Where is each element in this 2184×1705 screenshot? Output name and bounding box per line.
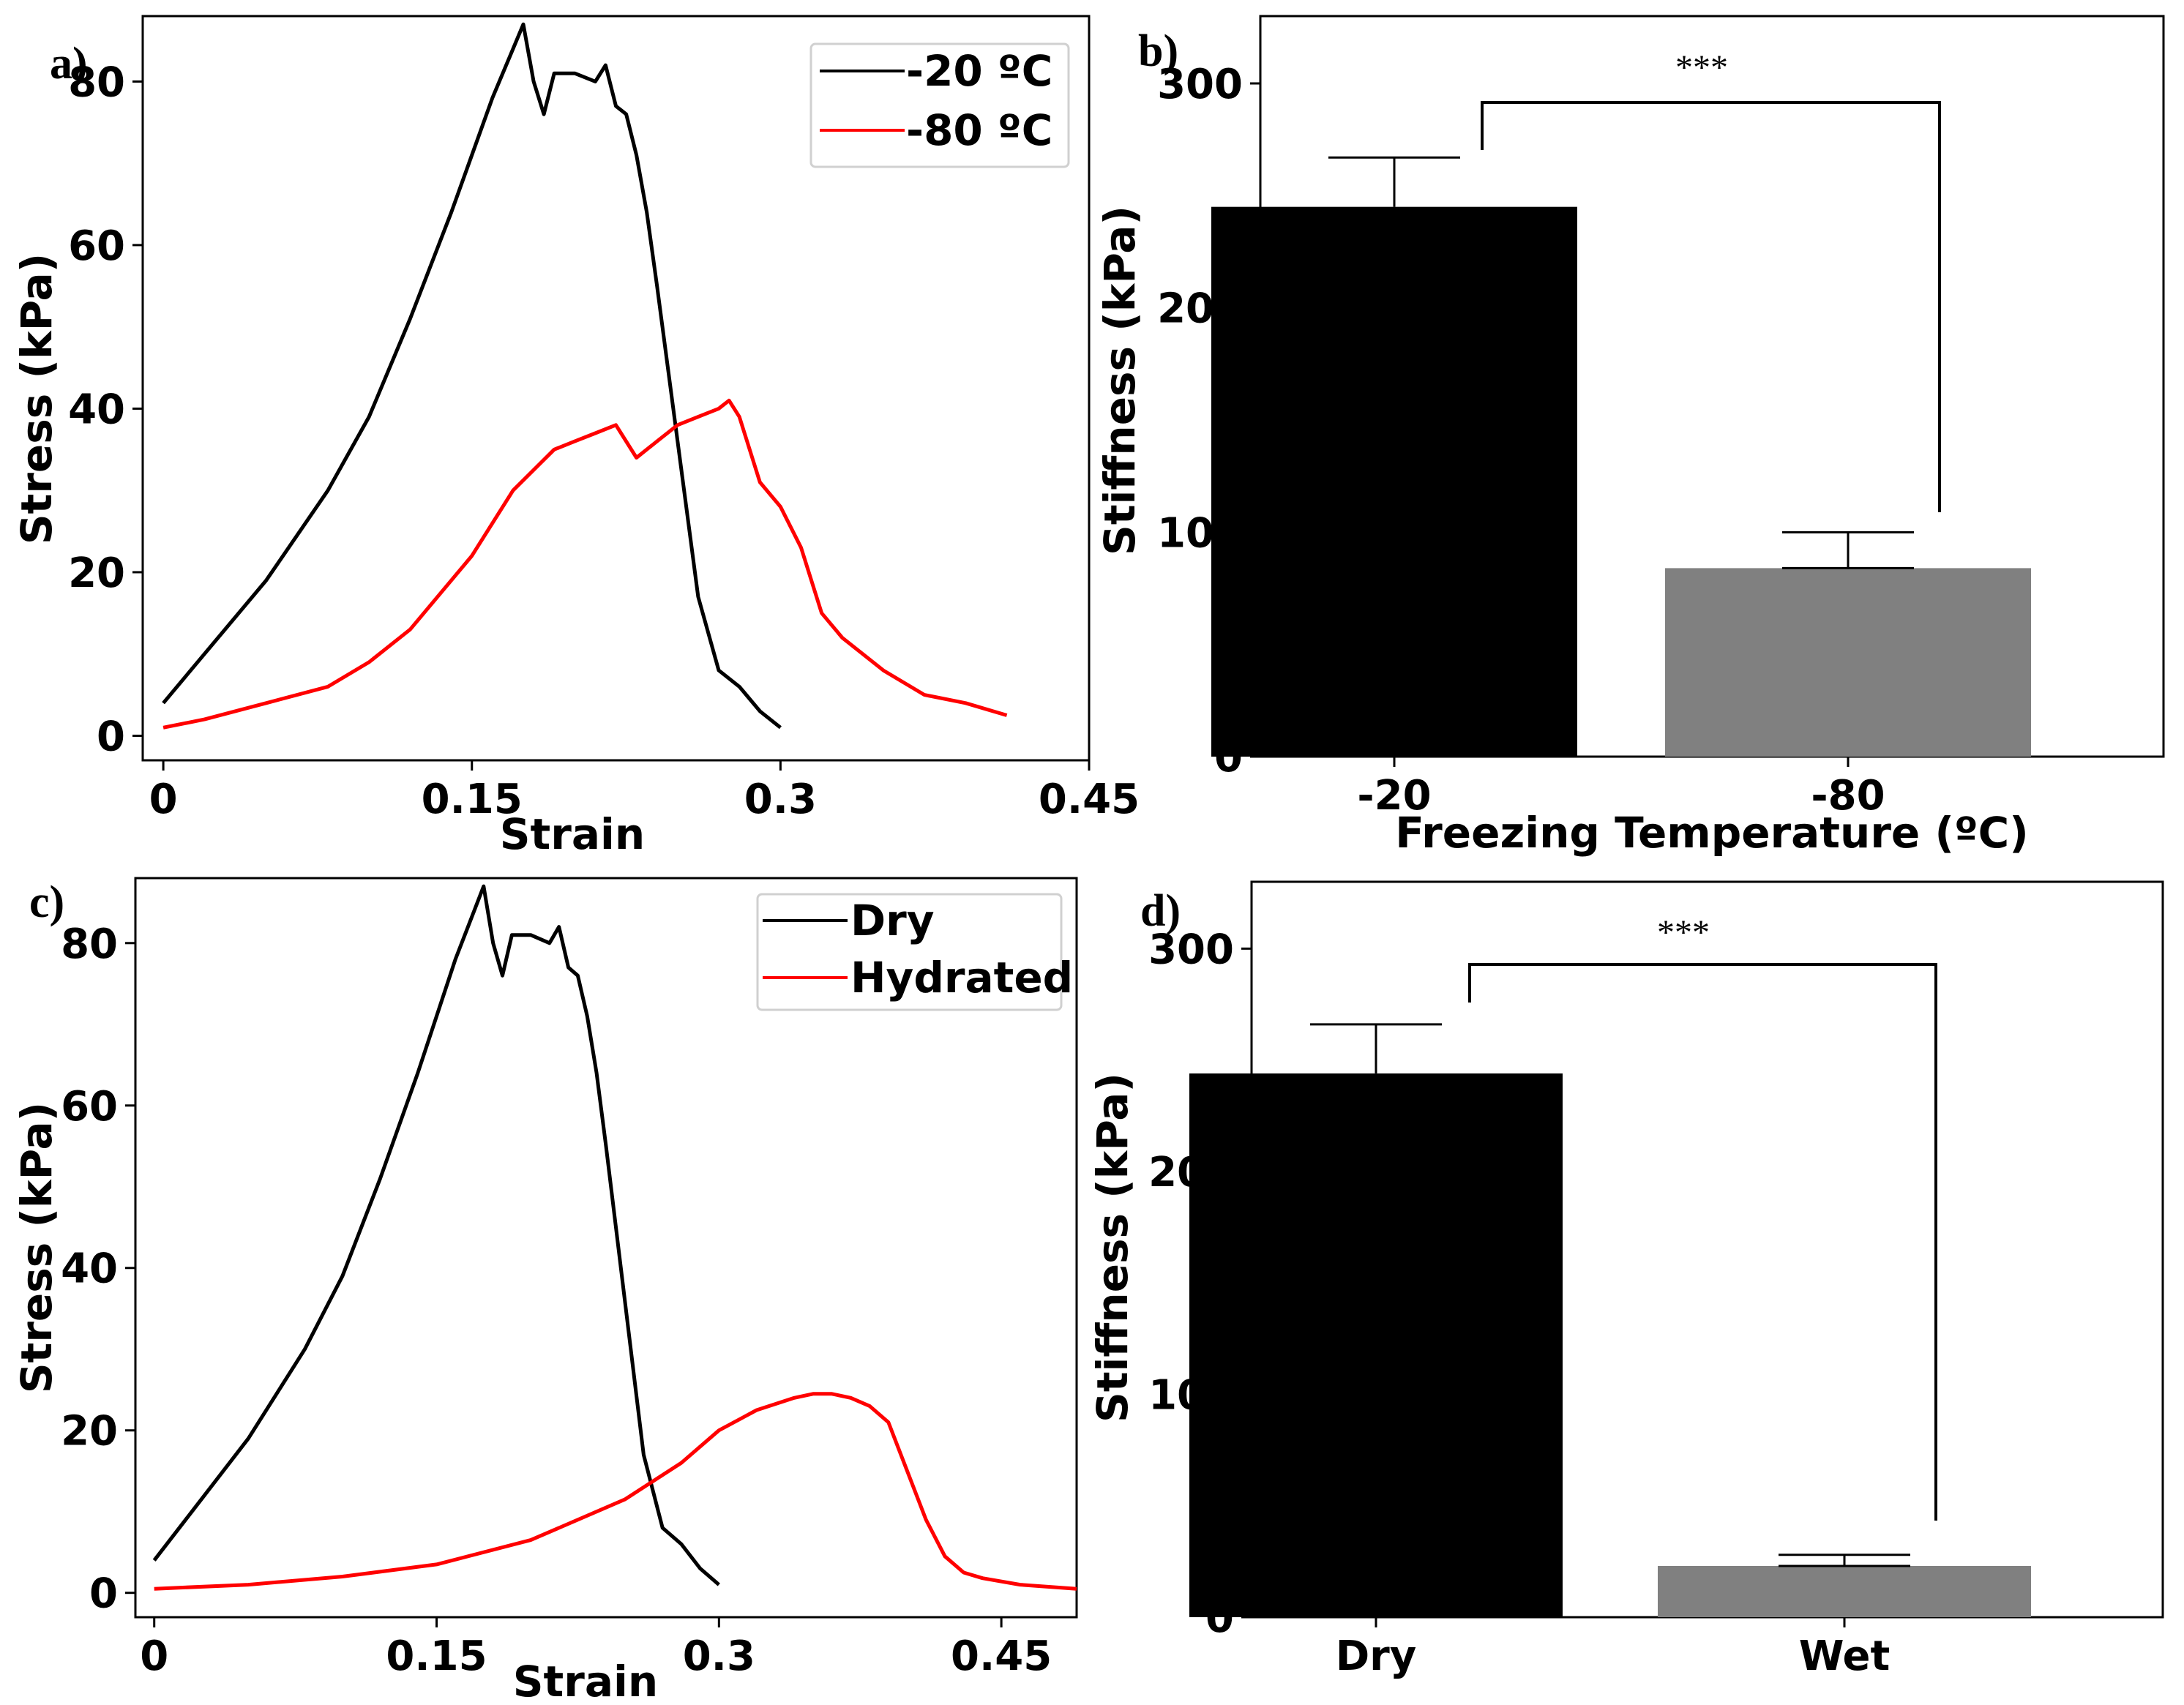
y-axis-label: Stress (kPa) xyxy=(12,1102,61,1393)
category-label: -20 xyxy=(1357,772,1431,820)
legend: Dry Hydrated xyxy=(756,893,1073,1011)
y-tick-label: 80 xyxy=(61,921,118,968)
x-axis-label: Freezing Temperature (ºC) xyxy=(1395,808,2029,858)
significance-bracket xyxy=(1481,101,1941,512)
x-tick-label: 0.15 xyxy=(386,1633,487,1680)
x-tick-label: 0.3 xyxy=(683,1633,755,1680)
y-tick-label: 20 xyxy=(61,1408,118,1455)
series-line-2 xyxy=(154,1392,1077,1591)
legend-label-series-2: Hydrated xyxy=(850,953,1073,1003)
legend-box xyxy=(809,42,1070,168)
y-tick-label: 300 xyxy=(1157,61,1243,108)
x-axis-label: Strain xyxy=(500,809,645,859)
plot-frame xyxy=(141,15,1091,762)
y-tick-label: 40 xyxy=(61,1245,118,1293)
legend-box xyxy=(756,893,1063,1011)
y-tick-label: 0 xyxy=(89,1570,118,1618)
x-tick-label: 0.3 xyxy=(744,776,817,823)
series-line-1 xyxy=(152,884,720,1586)
y-tick-label: 80 xyxy=(68,59,125,106)
y-axis-label: Stiffness (kPa) xyxy=(1088,1073,1137,1423)
x-tick-label: 0.45 xyxy=(951,1633,1052,1680)
x-tick-label: 0.15 xyxy=(422,776,523,823)
y-axis-label: Stress (kPa) xyxy=(12,253,61,544)
significance-marker: *** xyxy=(1675,48,1728,87)
series-line-2 xyxy=(162,398,1008,730)
category-label: -80 xyxy=(1811,772,1885,820)
panel-c-stress-strain-chart: 0 20 40 60 80 0 0.15 0.3 0.45 c) Strain Stress (… xyxy=(12,877,1078,1705)
panel-label: c) xyxy=(29,877,64,927)
category-label: Wet xyxy=(1799,1633,1891,1680)
bar-wet xyxy=(1658,1565,2031,1617)
y-tick-label: 300 xyxy=(1148,926,1234,973)
y-tick-label: 20 xyxy=(68,550,125,597)
bar--80 xyxy=(1665,568,2031,757)
bar-dry xyxy=(1189,1073,1563,1617)
bar--20 xyxy=(1211,206,1577,757)
y-tick-label: 60 xyxy=(61,1083,118,1131)
plot-frame xyxy=(134,877,1078,1619)
panel-label: a) xyxy=(50,39,88,89)
y-tick-label: 40 xyxy=(68,386,125,433)
panel-label: d) xyxy=(1140,886,1181,936)
x-axis-label: Strain xyxy=(513,1657,658,1705)
legend-label-series-1: Dry xyxy=(850,896,935,945)
panel-a-stress-strain-chart: 0 20 40 60 80 0 0.15 0.3 0.45 a) Strain Stress (… xyxy=(12,15,1140,859)
x-tick-label: 0 xyxy=(140,1633,168,1680)
series-line-1 xyxy=(162,22,782,730)
panel-d-stiffness-bar-chart: 0100200300DryWet d) Stiffness (kPa) *** xyxy=(1088,880,2164,1680)
panel-label: b) xyxy=(1138,26,1178,76)
y-tick-label: 60 xyxy=(68,222,125,270)
legend-label-series-1: -20 ºC xyxy=(906,46,1052,96)
legend-label-series-2: -80 ºC xyxy=(906,105,1052,155)
x-tick-label: 0 xyxy=(149,776,178,823)
x-tick-label: 0.45 xyxy=(1039,776,1140,823)
y-tick-label: 0 xyxy=(97,713,125,760)
category-label: Dry xyxy=(1336,1633,1417,1680)
legend: -20 ºC -80 ºC xyxy=(809,42,1070,168)
significance-bracket xyxy=(1468,963,1937,1521)
y-axis-label: Stiffness (kPa) xyxy=(1095,206,1145,555)
significance-marker: *** xyxy=(1657,913,1710,952)
